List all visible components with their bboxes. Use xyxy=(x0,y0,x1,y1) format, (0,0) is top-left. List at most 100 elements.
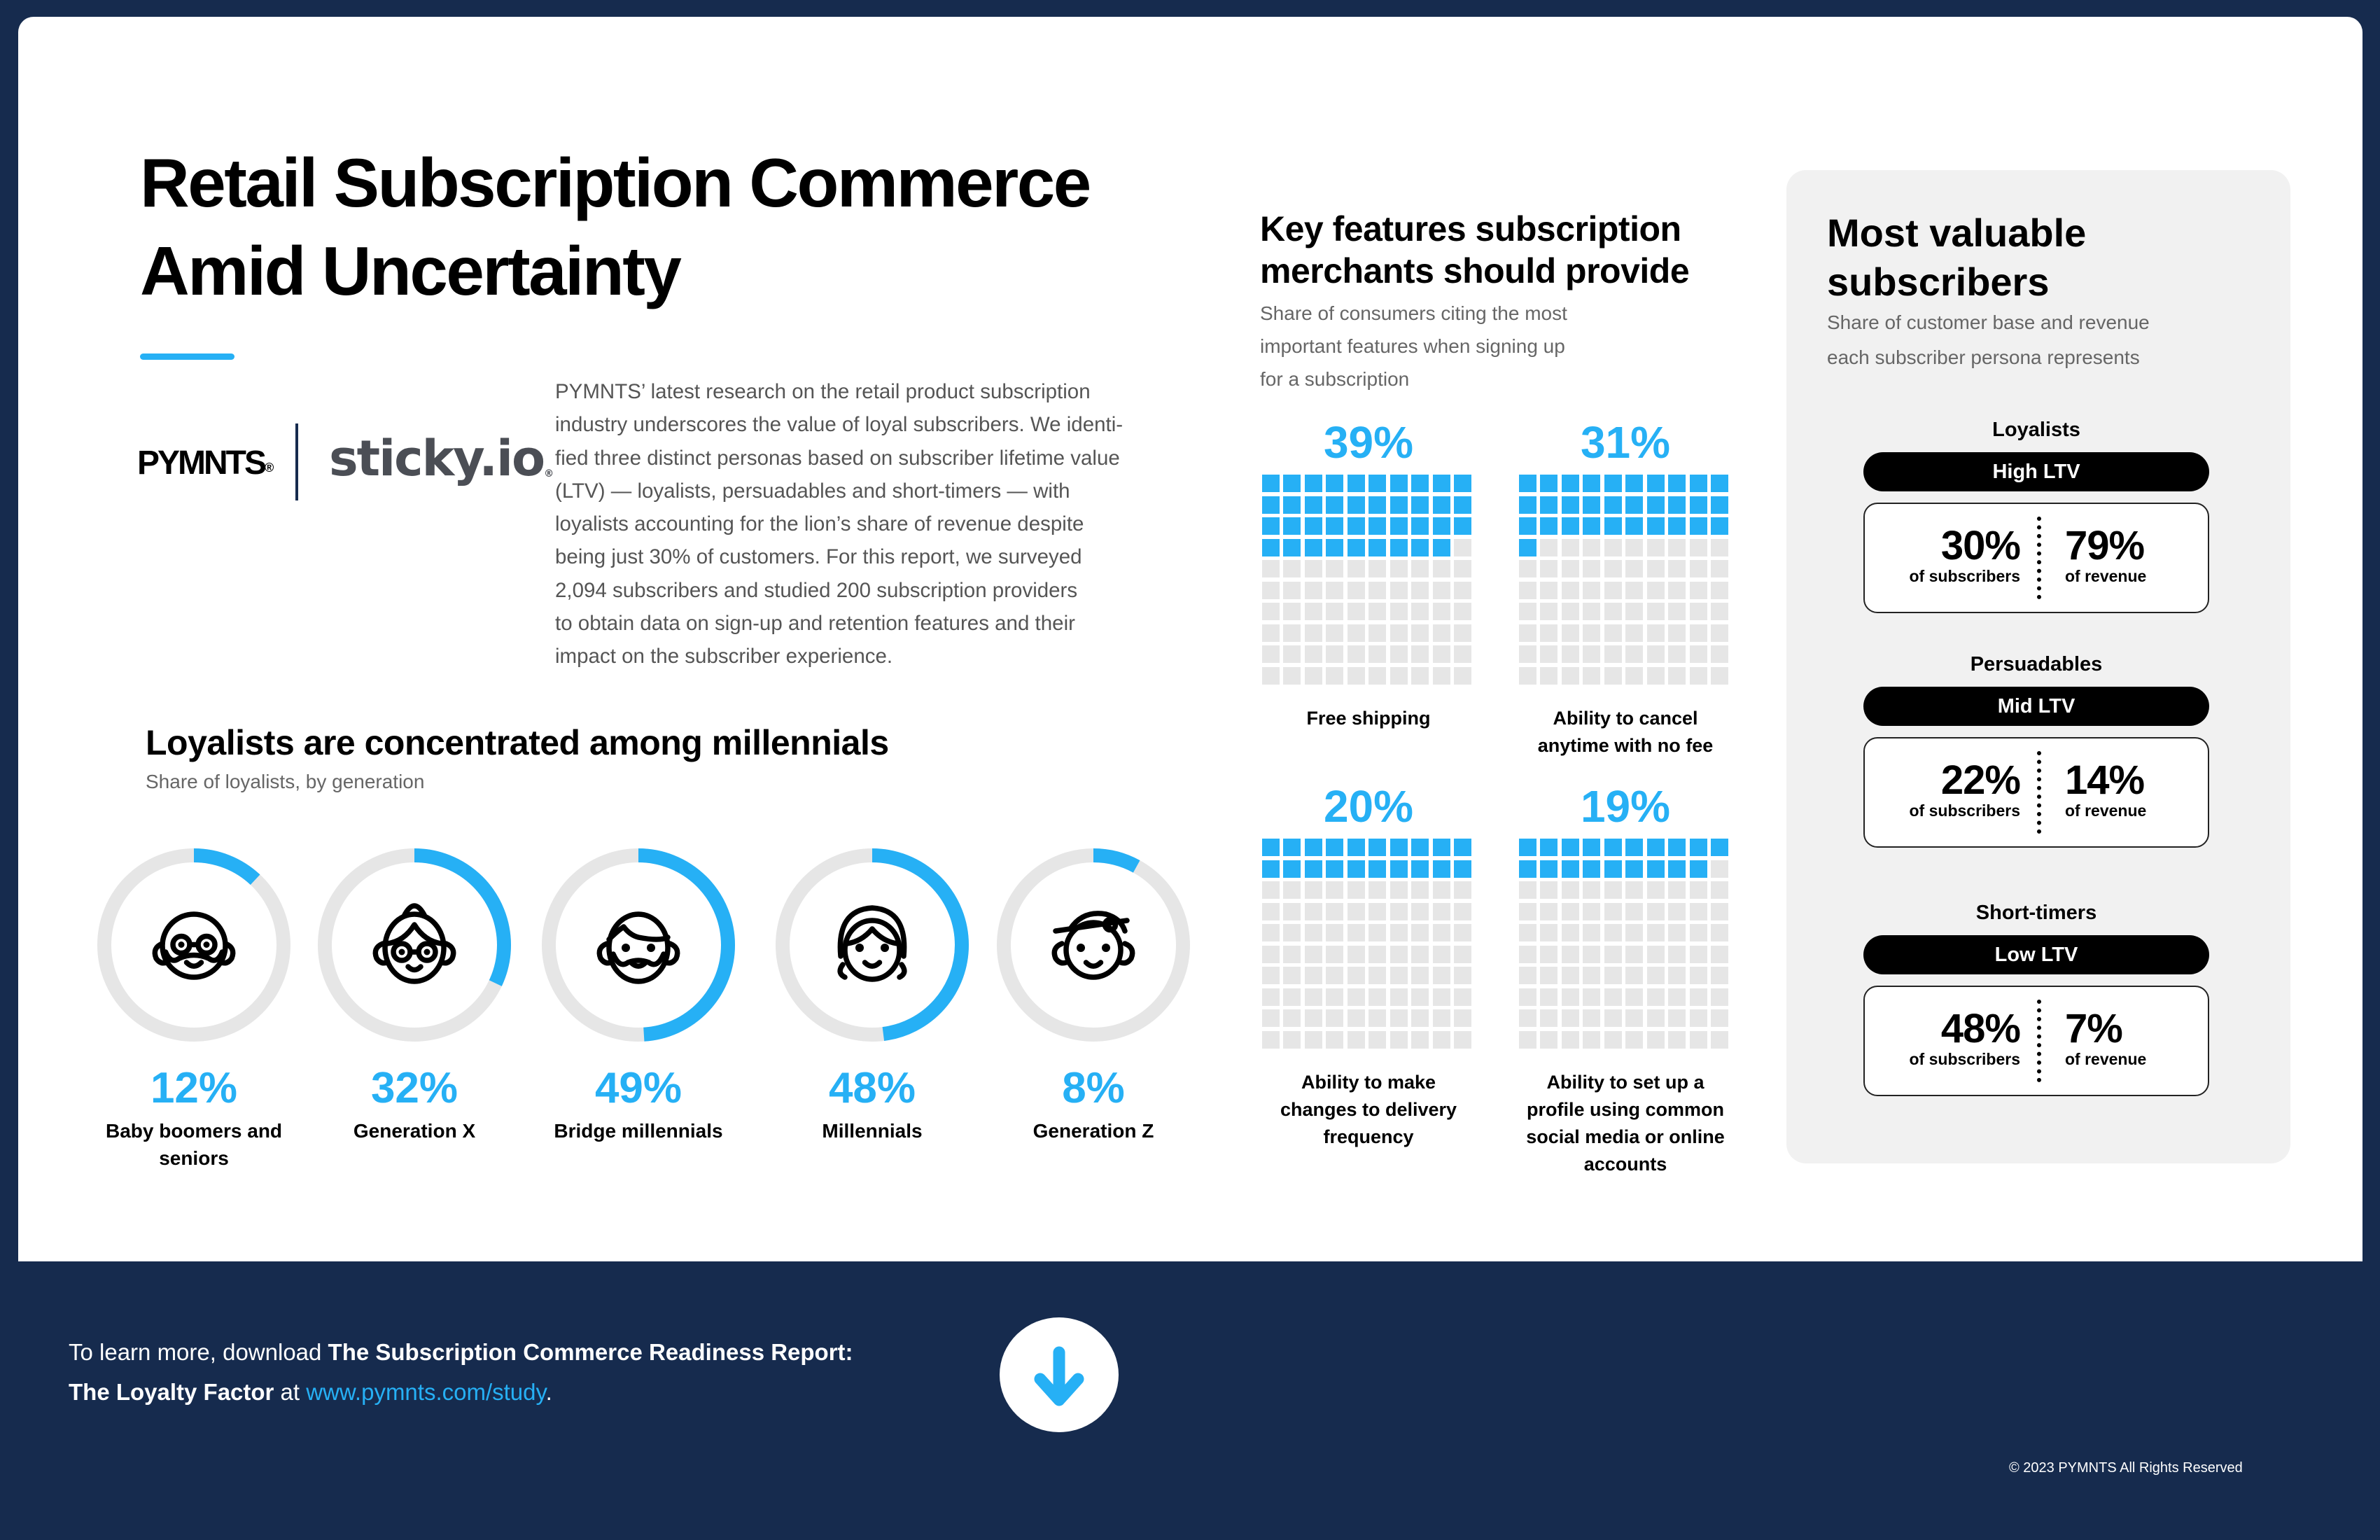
waffle-cell-empty xyxy=(1454,967,1471,984)
waffle-cell-filled xyxy=(1347,538,1365,556)
waffle-cell-empty xyxy=(1368,924,1386,941)
waffle-cell-empty xyxy=(1411,603,1429,620)
waffle-cell-empty xyxy=(1604,902,1622,920)
waffle-cell-empty xyxy=(1583,1009,1600,1027)
waffle-cell-empty xyxy=(1518,666,1536,685)
waffle-cell-filled xyxy=(1304,496,1322,514)
subscribers-stat: 30% of subscribers xyxy=(1910,525,2021,586)
persona-name: Loyalists xyxy=(1992,419,2080,441)
feature-percent: 19% xyxy=(1580,781,1671,832)
generation-percent: 49% xyxy=(594,1064,682,1112)
waffle-cell-empty xyxy=(1304,581,1322,599)
waffle-cell-empty xyxy=(1625,988,1643,1006)
waffle-cell-filled xyxy=(1711,496,1728,514)
waffle-cell-filled xyxy=(1646,839,1665,856)
waffle-cell-filled xyxy=(1454,475,1471,492)
waffle-cell-filled xyxy=(1625,839,1643,856)
waffle-cell-filled xyxy=(1347,475,1365,492)
waffle-cell-empty xyxy=(1689,924,1707,941)
waffle-cell-filled xyxy=(1432,839,1450,856)
waffle-cell-filled xyxy=(1326,860,1343,878)
study-link[interactable]: www.pymnts.com/study xyxy=(306,1379,546,1405)
waffle-cell-filled xyxy=(1540,517,1558,535)
subscribers-subtitle-line-2: each subscriber persona represents xyxy=(1827,346,2140,368)
generation-donut xyxy=(542,848,735,1042)
waffle-cell-empty xyxy=(1561,988,1579,1006)
waffle-cell-empty xyxy=(1668,624,1686,642)
waffle-cell-filled xyxy=(1368,538,1386,556)
waffle-cell-empty xyxy=(1711,988,1728,1006)
waffle-cell-empty xyxy=(1432,881,1450,899)
waffle-cell-empty xyxy=(1432,967,1450,984)
waffle-cell-empty xyxy=(1411,645,1429,663)
waffle-cell-filled xyxy=(1668,860,1686,878)
persona-stats: 22% of subscribers 14% of revenue xyxy=(1863,737,2209,848)
persona-card: Persuadables Mid LTV 22% of subscribers … xyxy=(1863,650,2209,848)
waffle-cell-filled xyxy=(1390,517,1408,535)
waffle-cell-empty xyxy=(1326,924,1343,941)
waffle-cell-filled xyxy=(1261,496,1280,514)
waffle-cell-filled xyxy=(1540,860,1558,878)
waffle-cell-filled xyxy=(1646,860,1665,878)
waffle-cell-filled xyxy=(1304,860,1322,878)
intro-line: industry underscores the value of loyal … xyxy=(555,413,1124,437)
waffle-cell-empty xyxy=(1540,666,1558,685)
generation-label: Generation Z xyxy=(985,1117,1202,1144)
waffle-cell-empty xyxy=(1411,581,1429,599)
waffle-cell-empty xyxy=(1283,967,1301,984)
waffle-cell-filled xyxy=(1261,517,1280,535)
waffle-cell-filled xyxy=(1454,860,1471,878)
waffle-cell-filled xyxy=(1583,496,1600,514)
waffle-cell-empty xyxy=(1411,924,1429,941)
waffle-cell-filled xyxy=(1454,496,1471,514)
generation-percent: 8% xyxy=(1062,1064,1125,1112)
waffle-cell-filled xyxy=(1668,517,1686,535)
waffle-cell-empty xyxy=(1326,1030,1343,1049)
waffle-cell-empty xyxy=(1711,945,1728,963)
waffle-cell-empty xyxy=(1604,624,1622,642)
waffle-cell-empty xyxy=(1583,1030,1600,1049)
waffle-cell-empty xyxy=(1261,581,1280,599)
intro-line: impact on the subscriber experience. xyxy=(555,645,893,668)
waffle-cell-empty xyxy=(1261,645,1280,663)
waffle-cell-empty xyxy=(1561,881,1579,899)
waffle-cell-empty xyxy=(1411,624,1429,642)
pymnts-logo-text: PYMNTS xyxy=(137,444,267,482)
generations-title: Loyalists are concentrated among millenn… xyxy=(146,723,889,762)
headphones-face-icon xyxy=(837,905,907,982)
waffle-cell-empty xyxy=(1604,988,1622,1006)
waffle-cell-filled xyxy=(1625,475,1643,492)
download-button[interactable] xyxy=(1000,1317,1119,1432)
waffle-cell-filled xyxy=(1368,475,1386,492)
ltv-badge: Low LTV xyxy=(1863,935,2209,974)
waffle-cell-empty xyxy=(1540,1009,1558,1027)
waffle-cell-empty xyxy=(1432,988,1450,1006)
subscribers-title-line-2: subscribers xyxy=(1827,260,2050,304)
waffle-cell-filled xyxy=(1411,475,1429,492)
waffle-cell-filled xyxy=(1261,839,1280,856)
waffle-cell-empty xyxy=(1668,967,1686,984)
waffle-cell-empty xyxy=(1368,560,1386,578)
waffle-cell-empty xyxy=(1668,988,1686,1006)
waffle-cell-empty xyxy=(1604,945,1622,963)
waffle-cell-filled xyxy=(1625,517,1643,535)
features-subtitle-line: Share of consumers citing the most xyxy=(1260,302,1567,324)
waffle-cell-filled xyxy=(1390,475,1408,492)
generation-label-line: seniors xyxy=(159,1147,229,1169)
waffle-cell-filled xyxy=(1304,517,1322,535)
generation-label: Generation X xyxy=(306,1117,523,1144)
waffle-cell-empty xyxy=(1432,624,1450,642)
sticky-io-logo-text: sticky.io xyxy=(329,430,545,487)
waffle-cell-filled xyxy=(1390,496,1408,514)
waffle-cell-empty xyxy=(1646,1009,1665,1027)
features-subtitle: Share of consumers citing the most impor… xyxy=(1260,297,1652,396)
waffle-cell-empty xyxy=(1326,581,1343,599)
subscribers-title-line-1: Most valuable xyxy=(1827,211,2087,255)
persona-name: Short-timers xyxy=(1975,902,2097,924)
revenue-stat: 7% of revenue xyxy=(2065,1008,2146,1069)
waffle-cell-empty xyxy=(1411,988,1429,1006)
waffle-cell-filled xyxy=(1583,517,1600,535)
waffle-cell-empty xyxy=(1283,988,1301,1006)
waffle-cell-empty xyxy=(1326,624,1343,642)
dotted-divider xyxy=(2037,517,2041,599)
